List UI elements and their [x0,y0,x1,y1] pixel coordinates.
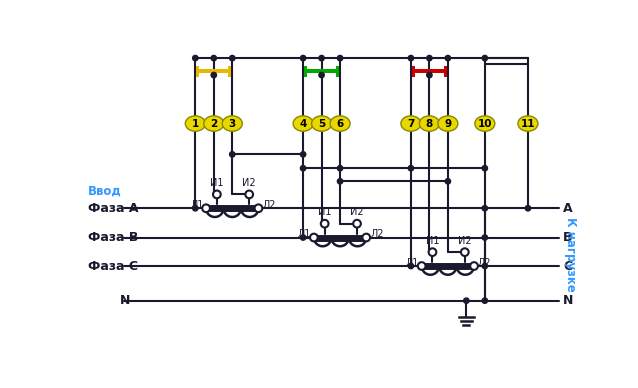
Text: И1: И1 [426,236,439,246]
Circle shape [408,263,413,269]
Ellipse shape [330,116,350,131]
Text: 1: 1 [191,119,199,128]
Ellipse shape [311,116,332,131]
Text: Л2: Л2 [478,258,491,268]
Ellipse shape [401,116,421,131]
Circle shape [353,220,361,227]
Text: Л1: Л1 [298,229,311,239]
Text: N: N [120,294,130,307]
Circle shape [338,55,343,61]
Circle shape [464,298,469,303]
Text: И1: И1 [318,208,331,218]
Text: B: B [563,231,573,244]
Text: 5: 5 [318,119,325,128]
Circle shape [482,206,487,211]
Ellipse shape [518,116,538,131]
Circle shape [461,248,469,256]
Ellipse shape [438,116,458,131]
Ellipse shape [293,116,313,131]
Circle shape [321,220,329,227]
Bar [336,66,339,76]
Text: 8: 8 [426,119,433,128]
Circle shape [193,55,198,61]
Text: A: A [563,202,573,215]
Circle shape [482,263,487,269]
Circle shape [429,248,436,256]
Circle shape [408,55,413,61]
Circle shape [211,72,216,78]
Text: 6: 6 [336,119,344,128]
Circle shape [482,166,487,171]
Text: 3: 3 [228,119,236,128]
Text: 7: 7 [407,119,415,128]
Circle shape [362,234,370,241]
Bar [196,66,199,76]
Circle shape [255,204,262,212]
Bar [198,69,230,73]
Circle shape [427,55,432,61]
Text: 10: 10 [478,119,492,128]
Text: 9: 9 [444,119,452,128]
Text: Фаза B: Фаза B [87,231,138,244]
Circle shape [525,206,531,211]
Circle shape [211,55,216,61]
Text: 2: 2 [210,119,218,128]
Circle shape [338,178,343,184]
Text: 11: 11 [521,119,535,128]
Bar [412,66,415,76]
Text: И2: И2 [242,178,256,188]
Text: Фаза A: Фаза A [87,202,138,215]
Circle shape [482,55,487,61]
Text: C: C [563,260,572,272]
Circle shape [427,72,432,78]
Circle shape [230,55,235,61]
Circle shape [408,166,413,171]
Ellipse shape [185,116,205,131]
Circle shape [418,262,426,270]
Circle shape [445,178,450,184]
Text: К нагрузке: К нагрузке [564,217,577,292]
Ellipse shape [204,116,224,131]
Bar [304,66,307,76]
Circle shape [202,204,210,212]
Text: Л1: Л1 [406,258,419,268]
Text: И2: И2 [350,208,364,218]
Circle shape [310,234,318,241]
Circle shape [319,55,324,61]
Text: Л2: Л2 [370,229,384,239]
Circle shape [338,166,343,171]
Text: Ввод: Ввод [87,185,121,198]
Circle shape [300,55,306,61]
Circle shape [300,166,306,171]
Circle shape [230,152,235,157]
Ellipse shape [222,116,242,131]
Circle shape [193,206,198,211]
Circle shape [445,55,450,61]
Text: N: N [563,294,574,307]
Circle shape [482,298,487,303]
Circle shape [482,235,487,240]
Circle shape [300,235,306,240]
Bar [228,66,232,76]
Circle shape [213,191,221,198]
Text: 4: 4 [299,119,307,128]
Text: И1: И1 [210,178,223,188]
Text: И2: И2 [458,236,471,246]
Circle shape [319,72,324,78]
Ellipse shape [475,116,495,131]
Ellipse shape [419,116,440,131]
Text: Л2: Л2 [262,200,276,210]
Text: Фаза C: Фаза C [87,260,138,272]
Circle shape [470,262,478,270]
Bar [444,66,447,76]
Circle shape [300,152,306,157]
Bar [413,69,445,73]
Bar [306,69,338,73]
Text: Л1: Л1 [190,200,204,210]
Circle shape [246,191,253,198]
